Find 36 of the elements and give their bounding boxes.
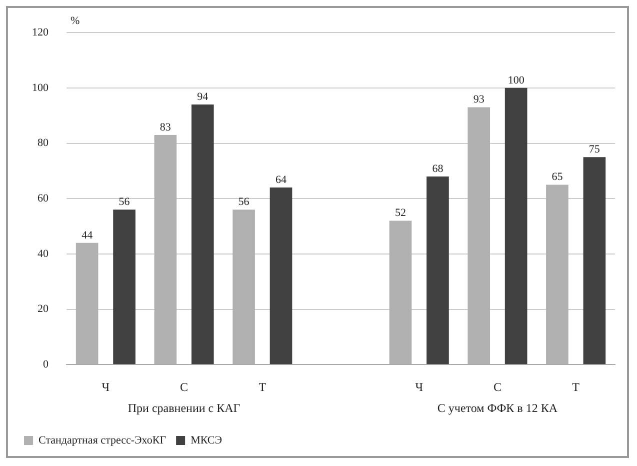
y-tick-label: 0	[43, 358, 49, 370]
data-label: 83	[160, 121, 172, 134]
x-tick-label: С	[180, 380, 188, 394]
y-tick-label: 40	[38, 248, 49, 260]
data-label: 75	[588, 143, 600, 156]
x-tick-label: Т	[258, 380, 267, 394]
x-tick-label: С	[493, 380, 502, 394]
data-label: 64	[276, 174, 288, 186]
data-label: 65	[552, 171, 564, 184]
data-label: 94	[197, 90, 209, 103]
bar	[113, 210, 136, 364]
x-tick-label: Т	[572, 380, 580, 394]
text: С учетом ФФК в 12 КА	[437, 401, 558, 416]
data-label: 44	[82, 229, 94, 242]
data-label: 56	[118, 196, 130, 208]
x-tick-label: Ч	[415, 380, 424, 394]
data-label: 100	[508, 74, 525, 86]
y-tick-label: 20	[38, 303, 49, 316]
bar	[191, 104, 214, 364]
bar	[270, 188, 292, 364]
y-tick-label: 60	[38, 192, 49, 204]
x-tick-label: Ч	[102, 380, 110, 394]
data-label: 56	[238, 196, 250, 208]
y-axis-title: %	[70, 14, 80, 27]
data-label: 52	[394, 207, 406, 220]
y-tick-label: 120	[32, 26, 49, 38]
bar	[583, 157, 606, 364]
data-label: 93	[473, 94, 485, 106]
data-label: 68	[432, 162, 444, 175]
text: При сравнении с КАГ	[128, 401, 240, 416]
legend-label: МКСЭ	[190, 434, 222, 446]
y-tick-label: 100	[32, 82, 49, 94]
bar	[504, 88, 528, 364]
bar	[426, 176, 449, 364]
legend-label: Стандартная стресс-ЭхоКГ	[38, 434, 166, 446]
y-tick-label: 80	[38, 137, 49, 150]
